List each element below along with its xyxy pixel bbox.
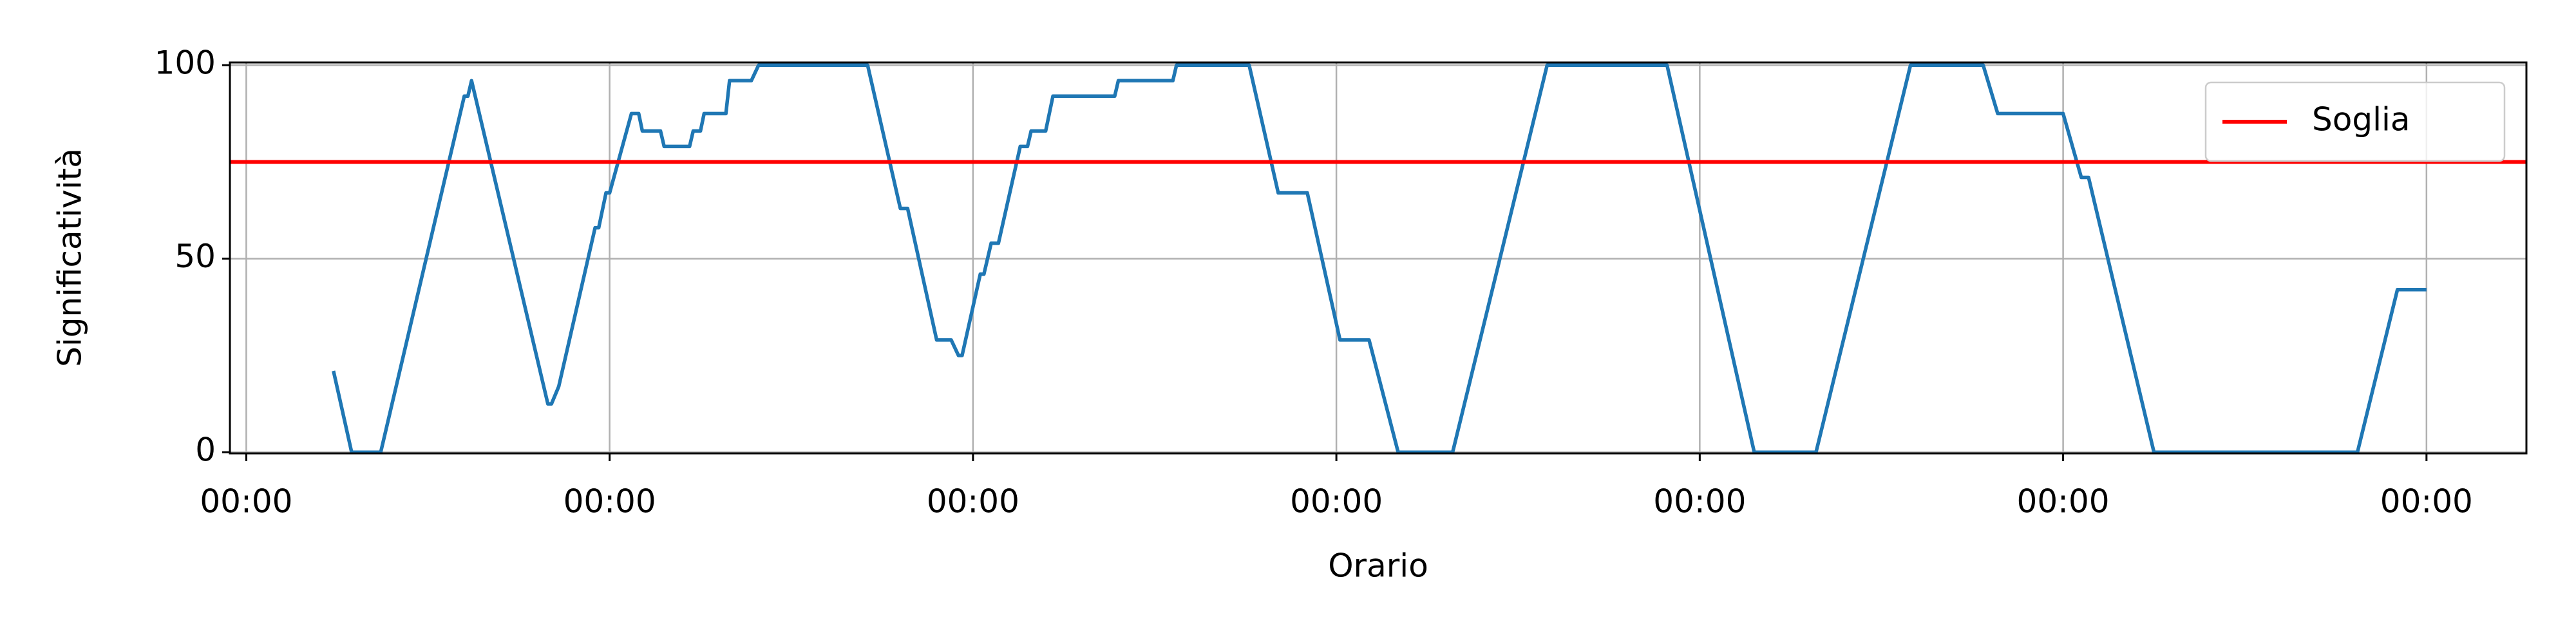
x-axis-label: Orario (1328, 547, 1428, 585)
x-tick-label: 00:00 (2017, 483, 2110, 520)
x-tick-label: 00:00 (2380, 483, 2473, 520)
legend-label: Soglia (2312, 101, 2410, 138)
plot-frame (229, 61, 2528, 455)
x-tick-label: 00:00 (1653, 483, 1746, 520)
y-tick-label: 50 (175, 238, 216, 275)
x-tick-label: 00:00 (1290, 483, 1383, 520)
y-axis-label: Significatività (52, 148, 89, 367)
y-tick-label: 100 (155, 44, 216, 82)
data-line (332, 63, 2427, 454)
legend-box (2204, 81, 2506, 162)
x-tick-label: 00:00 (927, 483, 1019, 520)
x-tick-label: 00:00 (564, 483, 656, 520)
y-tick-label: 0 (195, 431, 216, 469)
x-tick-label: 00:00 (200, 483, 292, 520)
